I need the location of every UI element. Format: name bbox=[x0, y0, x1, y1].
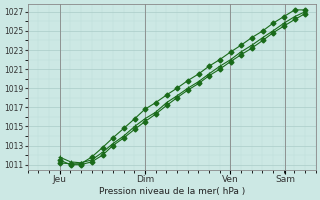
X-axis label: Pression niveau de la mer( hPa ): Pression niveau de la mer( hPa ) bbox=[99, 187, 245, 196]
